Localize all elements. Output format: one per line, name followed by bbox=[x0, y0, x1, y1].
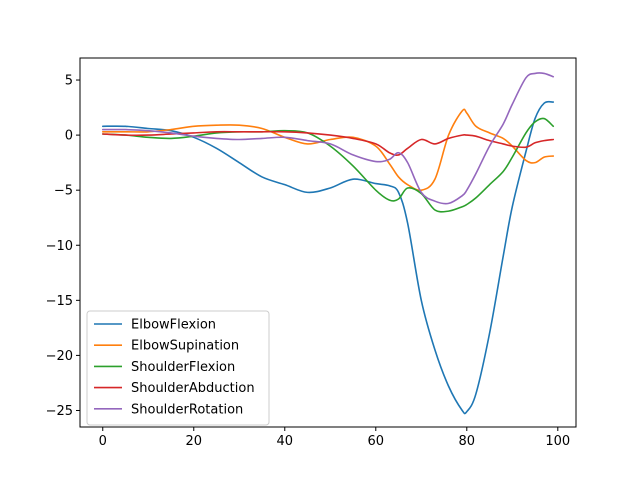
legend-label-elbowflexion: ElbowFlexion bbox=[131, 318, 216, 333]
x-tick-label: 20 bbox=[185, 434, 202, 449]
legend-label-shoulderrotation: ShoulderRotation bbox=[131, 402, 243, 417]
x-tick-label: 0 bbox=[99, 434, 107, 449]
x-tick-label: 100 bbox=[545, 434, 570, 449]
y-tick-label: 5 bbox=[65, 74, 73, 89]
y-tick-label: 0 bbox=[65, 129, 73, 144]
y-tick-label: −10 bbox=[46, 239, 73, 254]
series-line-shoulderabduction bbox=[101, 130, 555, 156]
series-line-elbowflexion bbox=[101, 100, 555, 415]
y-tick-label: −20 bbox=[46, 349, 73, 364]
x-tick-label: 40 bbox=[276, 434, 293, 449]
axes-layer: 0 20 40 60 80 100 5 0 −5 −10 −15 −20 −25 bbox=[46, 57, 577, 449]
y-tick-label: −15 bbox=[46, 294, 73, 309]
series-layer bbox=[101, 72, 555, 415]
y-tick-label: −5 bbox=[54, 184, 73, 199]
x-tick-label: 80 bbox=[459, 434, 476, 449]
series-line-elbowsupination bbox=[101, 108, 555, 192]
x-tick-label: 60 bbox=[368, 434, 385, 449]
legend: ElbowFlexion ElbowSupination ShoulderFlexi… bbox=[86, 310, 270, 426]
legend-label-shoulderflexion: ShoulderFlexion bbox=[131, 360, 235, 375]
plot-frame bbox=[79, 57, 577, 428]
series-line-shoulderrotation bbox=[101, 72, 555, 205]
series-line-shoulderflexion bbox=[101, 117, 555, 213]
legend-label-elbowsupination: ElbowSupination bbox=[131, 339, 239, 354]
y-tick-label: −25 bbox=[46, 404, 73, 419]
legend-label-shoulderabduction: ShoulderAbduction bbox=[131, 381, 255, 396]
legend-box bbox=[86, 310, 270, 426]
